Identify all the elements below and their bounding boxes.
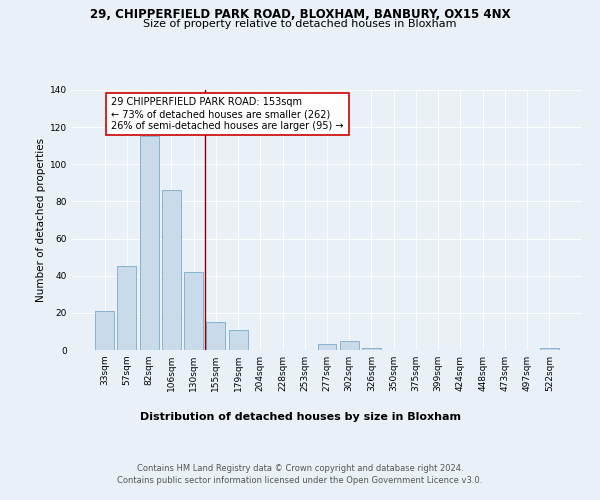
Text: Distribution of detached houses by size in Bloxham: Distribution of detached houses by size … [139,412,461,422]
Text: 29, CHIPPERFIELD PARK ROAD, BLOXHAM, BANBURY, OX15 4NX: 29, CHIPPERFIELD PARK ROAD, BLOXHAM, BAN… [89,8,511,20]
Bar [317,344,337,350]
Bar [340,340,359,350]
Bar [229,330,248,350]
Bar [118,266,136,350]
Bar [362,348,381,350]
Bar [206,322,225,350]
Y-axis label: Number of detached properties: Number of detached properties [36,138,46,302]
Bar [140,136,158,350]
Bar [540,348,559,350]
Bar [184,272,203,350]
Text: Size of property relative to detached houses in Bloxham: Size of property relative to detached ho… [143,19,457,29]
Text: 29 CHIPPERFIELD PARK ROAD: 153sqm
← 73% of detached houses are smaller (262)
26%: 29 CHIPPERFIELD PARK ROAD: 153sqm ← 73% … [112,98,344,130]
Bar [95,311,114,350]
Bar [162,190,181,350]
Text: Contains public sector information licensed under the Open Government Licence v3: Contains public sector information licen… [118,476,482,485]
Text: Contains HM Land Registry data © Crown copyright and database right 2024.: Contains HM Land Registry data © Crown c… [137,464,463,473]
